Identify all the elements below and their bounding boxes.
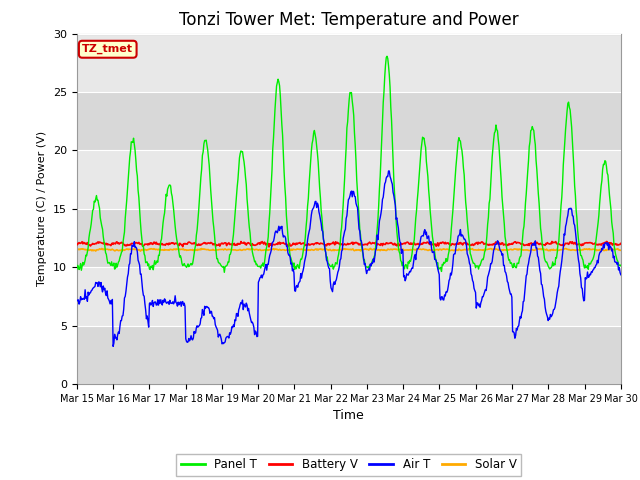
Bar — [77, 267, 621, 325]
Text: TZ_tmet: TZ_tmet — [82, 44, 133, 54]
Title: Tonzi Tower Met: Temperature and Power: Tonzi Tower Met: Temperature and Power — [179, 11, 518, 29]
Legend: Panel T, Battery V, Air T, Solar V: Panel T, Battery V, Air T, Solar V — [176, 454, 522, 476]
X-axis label: Time: Time — [333, 409, 364, 422]
Bar — [77, 325, 621, 384]
Bar — [77, 92, 621, 150]
Y-axis label: Temperature (C) / Power (V): Temperature (C) / Power (V) — [37, 131, 47, 287]
Bar — [77, 34, 621, 92]
Bar — [77, 150, 621, 209]
Bar — [77, 209, 621, 267]
